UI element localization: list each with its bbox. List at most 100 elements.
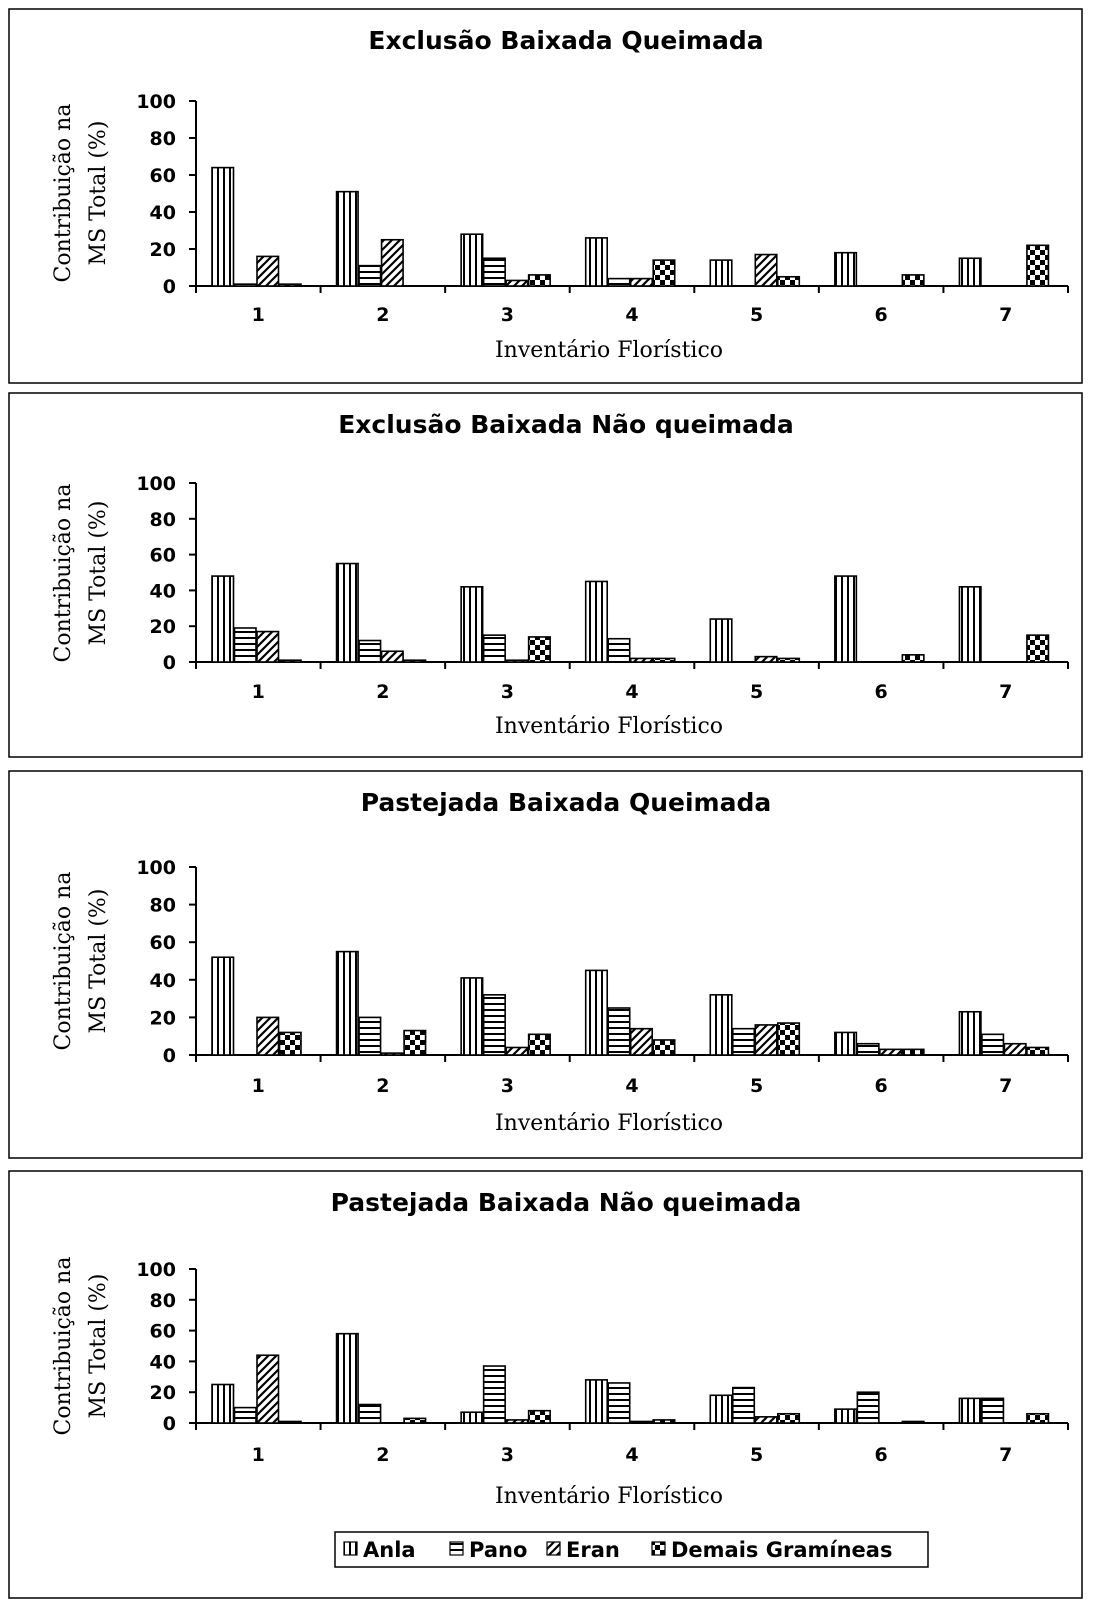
bar-anla-4 [584, 237, 609, 287]
bar-anla-5 [709, 618, 733, 663]
bar-anla-6 [834, 575, 858, 663]
bar-pano-6 [856, 1042, 880, 1056]
y-tick-label: 40 [150, 202, 176, 224]
bar-eran-2 [380, 1052, 404, 1056]
x-tick-label: 4 [625, 1075, 638, 1097]
bar-pano-3 [482, 1365, 506, 1424]
x-tick-label: 5 [750, 1444, 763, 1466]
bar-anla-7 [958, 1397, 982, 1424]
x-tick-label: 3 [501, 1444, 514, 1466]
x-tick-label: 1 [252, 681, 265, 703]
bar-pano-4 [607, 277, 631, 287]
bar-demais-gramíneas-7 [1026, 1046, 1050, 1056]
bar-demais-gramíneas-1 [278, 1420, 302, 1424]
panels: Exclusão Baixada Queimada Contribuição na… [8, 8, 1083, 1599]
bar-anla-7 [958, 1010, 982, 1056]
x-tick-label: 6 [875, 1444, 888, 1466]
bar-anla-4 [584, 580, 609, 663]
bar-pano-5 [731, 1027, 756, 1056]
x-tick-label: 7 [999, 304, 1012, 326]
legend-label: Anla [363, 1538, 416, 1562]
bar-demais-gramíneas-3 [527, 1409, 551, 1424]
y-tick-label: 60 [150, 932, 176, 954]
legend-label: Demais Gramíneas [671, 1538, 892, 1562]
bar-demais-gramíneas-3 [527, 274, 551, 287]
x-tick-label: 1 [252, 1075, 265, 1097]
bar-eran-5 [754, 1024, 778, 1056]
bar-eran-4 [629, 277, 654, 287]
bar-eran-4 [629, 657, 654, 663]
bar-anla-3 [460, 586, 484, 663]
bar-anla-4 [584, 1379, 609, 1424]
bar-eran-6 [879, 1048, 903, 1056]
x-tick-label: 6 [875, 1075, 888, 1097]
bar-eran-2 [380, 238, 404, 287]
legend-box [334, 1531, 929, 1568]
x-tick-label: 6 [875, 304, 888, 326]
legend-swatch-pano [449, 1541, 464, 1556]
bar-demais-gramíneas-2 [403, 1029, 427, 1056]
bar-eran-5 [754, 253, 778, 287]
bar-eran-1 [256, 255, 280, 287]
panel-border [8, 1170, 1083, 1599]
bar-pano-1 [233, 627, 257, 663]
bar-pano-7 [981, 1033, 1005, 1056]
y-axis-label: Contribuição na [51, 104, 76, 283]
y-tick-label: 60 [150, 165, 176, 187]
x-tick-label: 6 [875, 681, 888, 703]
bar-demais-gramíneas-2 [403, 1417, 427, 1424]
bar-anla-3 [460, 233, 484, 287]
bar-pano-4 [607, 1007, 631, 1056]
legend-label: Pano [469, 1538, 527, 1562]
y-tick-label: 40 [150, 970, 176, 992]
bar-anla-2 [335, 562, 359, 663]
y-axis-label: MS Total (%) [86, 1274, 111, 1419]
y-tick-label: 80 [150, 895, 176, 917]
bar-demais-gramíneas-6 [901, 1048, 925, 1056]
y-tick-label: 0 [163, 276, 176, 298]
y-axis-label: MS Total (%) [86, 501, 111, 646]
y-tick-label: 100 [136, 857, 176, 879]
bar-demais-gramíneas-1 [278, 283, 302, 287]
bar-eran-7 [1003, 1042, 1027, 1056]
y-tick-label: 100 [136, 1259, 176, 1281]
legend-swatch-eran [546, 1541, 561, 1556]
bar-eran-2 [380, 650, 404, 663]
bar-pano-3 [482, 994, 506, 1056]
panel-border [8, 770, 1083, 1159]
bar-eran-3 [505, 279, 529, 287]
bar-eran-1 [256, 1354, 280, 1424]
x-tick-label: 4 [625, 1444, 638, 1466]
bar-demais-gramíneas-6 [901, 1420, 925, 1424]
bar-eran-3 [505, 1419, 529, 1424]
bar-demais-gramíneas-4 [652, 1419, 676, 1424]
y-axis-label: MS Total (%) [86, 889, 111, 1034]
y-tick-label: 20 [150, 1007, 176, 1029]
y-tick-label: 40 [150, 1351, 176, 1373]
bar-anla-7 [958, 257, 982, 287]
chart-panel-4: Pastejada Baixada Não queimada Contribuiç… [8, 1170, 1083, 1599]
bar-eran-3 [505, 1046, 529, 1056]
bar-anla-2 [335, 190, 359, 287]
x-tick-label: 5 [750, 681, 763, 703]
bar-anla-2 [335, 950, 359, 1056]
x-axis-label: Inventário Florístico [495, 338, 723, 363]
x-axis-label: Inventário Florístico [495, 1111, 723, 1136]
bar-eran-5 [754, 655, 778, 663]
bar-demais-gramíneas-2 [403, 659, 427, 663]
x-tick-label: 4 [625, 304, 638, 326]
bar-pano-2 [358, 264, 382, 287]
y-tick-label: 0 [163, 652, 176, 674]
panel-title: Exclusão Baixada Não queimada [338, 410, 794, 439]
bar-anla-1 [211, 575, 235, 663]
bar-eran-1 [256, 630, 280, 663]
panel-title: Pastejada Baixada Não queimada [331, 1188, 802, 1217]
x-tick-label: 7 [999, 1444, 1012, 1466]
y-axis-label: Contribuição na [51, 484, 76, 663]
legend-swatch-anla [343, 1541, 358, 1556]
bar-anla-3 [460, 977, 484, 1056]
x-tick-label: 1 [252, 304, 265, 326]
bar-anla-5 [709, 259, 733, 287]
x-tick-label: 4 [625, 681, 638, 703]
